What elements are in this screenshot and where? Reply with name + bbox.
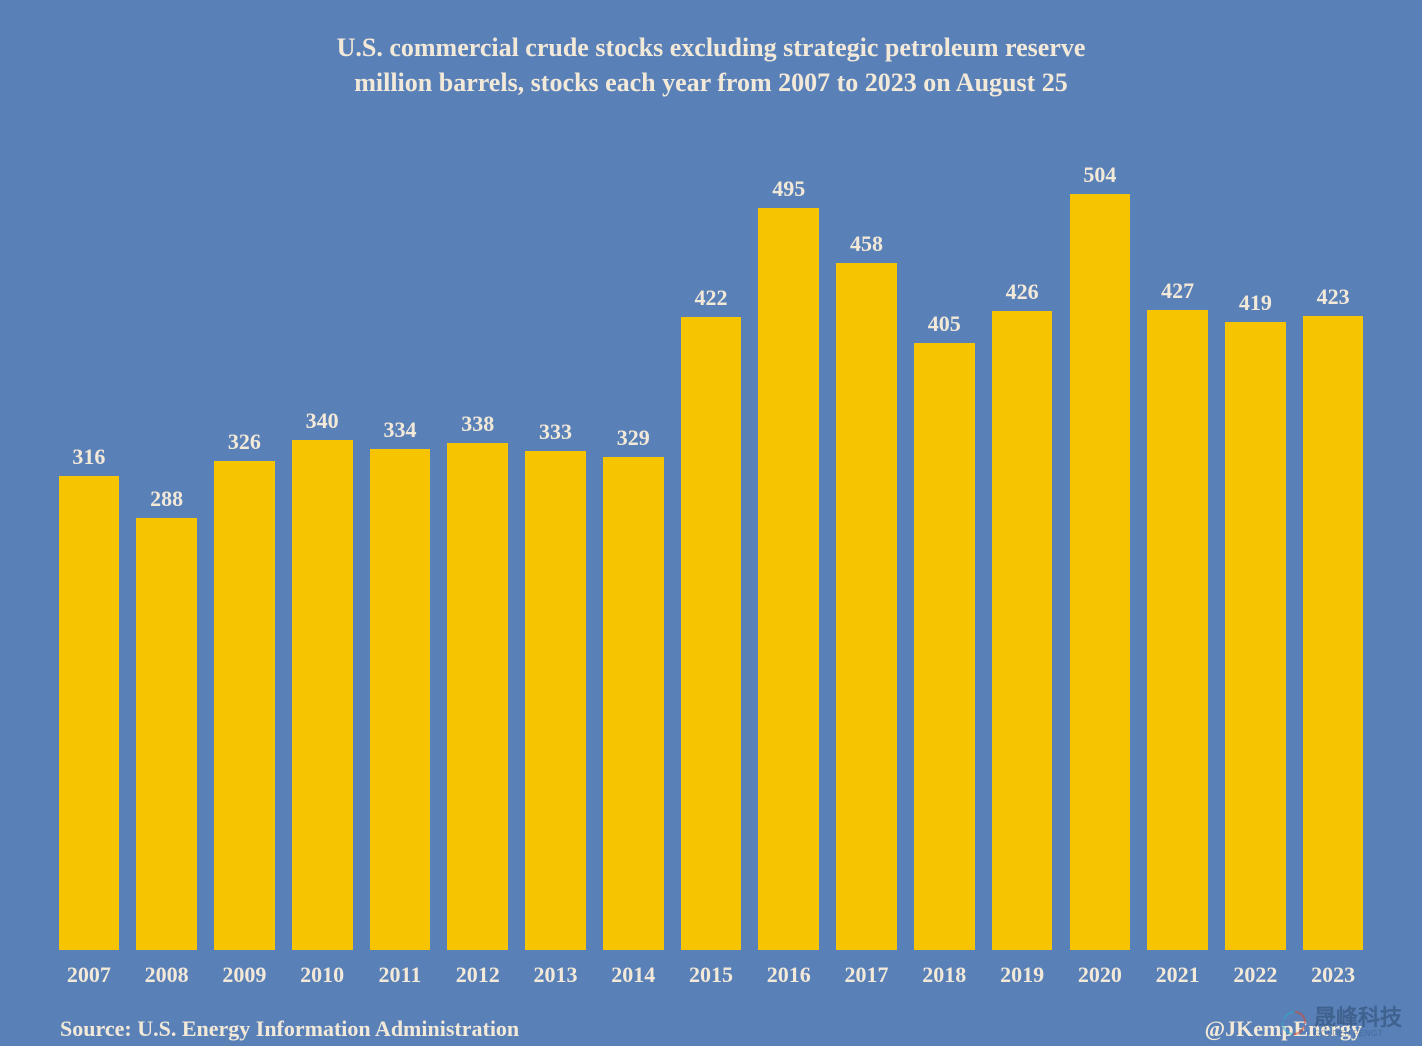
bar [914, 343, 975, 951]
x-axis-label: 2013 [517, 962, 595, 988]
bar [758, 208, 819, 951]
x-axis-label: 2016 [750, 962, 828, 988]
x-axis-label: 2008 [128, 962, 206, 988]
bar-value-label: 329 [617, 425, 650, 451]
bar [1147, 310, 1208, 951]
x-axis-label: 2010 [283, 962, 361, 988]
bar-slot: 316 [50, 140, 128, 950]
source-text: Source: U.S. Energy Information Administ… [60, 1016, 519, 1042]
chart-footer: Source: U.S. Energy Information Administ… [50, 1016, 1372, 1042]
bar-value-label: 405 [928, 311, 961, 337]
x-axis-label: 2018 [905, 962, 983, 988]
bar-slot: 333 [517, 140, 595, 950]
bar-value-label: 423 [1317, 284, 1350, 310]
bar [447, 443, 508, 950]
x-axis-label: 2011 [361, 962, 439, 988]
x-axis-labels: 2007200820092010201120122013201420152016… [50, 962, 1372, 988]
x-axis-label: 2012 [439, 962, 517, 988]
title-line-2: million barrels, stocks each year from 2… [50, 65, 1372, 100]
bar-slot: 426 [983, 140, 1061, 950]
bar-slot: 419 [1216, 140, 1294, 950]
bar [992, 311, 1053, 950]
bar-value-label: 316 [72, 444, 105, 470]
bar [836, 263, 897, 950]
bar-slot: 340 [283, 140, 361, 950]
bar-slot: 338 [439, 140, 517, 950]
bar-slot: 329 [594, 140, 672, 950]
bar-slot: 326 [206, 140, 284, 950]
bar-value-label: 427 [1161, 278, 1194, 304]
bar [1303, 316, 1364, 951]
bar-value-label: 334 [383, 417, 416, 443]
bar-slot: 427 [1139, 140, 1217, 950]
bar-value-label: 426 [1006, 279, 1039, 305]
chart-title: U.S. commercial crude stocks excluding s… [50, 30, 1372, 100]
watermark-subtext: GOLDEN FENGT [1314, 1029, 1402, 1038]
x-axis-label: 2014 [594, 962, 672, 988]
bar-value-label: 422 [695, 285, 728, 311]
chart-container: U.S. commercial crude stocks excluding s… [0, 0, 1422, 1046]
bar-slot: 495 [750, 140, 828, 950]
x-axis-label: 2021 [1139, 962, 1217, 988]
bar-slot: 423 [1294, 140, 1372, 950]
x-axis-label: 2019 [983, 962, 1061, 988]
bars-row: 316 288 326 340 334 338 333 329 422 495 458 405 426 5… [50, 140, 1372, 950]
x-axis-label: 2015 [672, 962, 750, 988]
bar-slot: 405 [905, 140, 983, 950]
bar [1070, 194, 1131, 950]
bar-slot: 422 [672, 140, 750, 950]
watermark: 晟峰科技 GOLDEN FENGT [1280, 1007, 1402, 1038]
title-line-1: U.S. commercial crude stocks excluding s… [50, 30, 1372, 65]
plot-area: 316 288 326 340 334 338 333 329 422 495 458 405 426 5… [50, 140, 1372, 950]
bar [214, 461, 275, 950]
bar [525, 451, 586, 951]
bar [1225, 322, 1286, 951]
bar-slot: 334 [361, 140, 439, 950]
bar-value-label: 338 [461, 411, 494, 437]
bar [603, 457, 664, 951]
bar [370, 449, 431, 950]
x-axis-label: 2020 [1061, 962, 1139, 988]
bar-value-label: 340 [306, 408, 339, 434]
bar-slot: 504 [1061, 140, 1139, 950]
x-axis-label: 2023 [1294, 962, 1372, 988]
watermark-icon [1280, 1009, 1308, 1037]
x-axis-label: 2007 [50, 962, 128, 988]
bar-value-label: 495 [772, 176, 805, 202]
bar-value-label: 504 [1083, 162, 1116, 188]
bar-value-label: 333 [539, 419, 572, 445]
bar-value-label: 326 [228, 429, 261, 455]
bar [136, 518, 197, 950]
bar [59, 476, 120, 950]
bar [292, 440, 353, 950]
bar-slot: 288 [128, 140, 206, 950]
bar-value-label: 458 [850, 231, 883, 257]
bar [681, 317, 742, 950]
x-axis-label: 2022 [1216, 962, 1294, 988]
bar-slot: 458 [828, 140, 906, 950]
x-axis-label: 2017 [828, 962, 906, 988]
x-axis-label: 2009 [206, 962, 284, 988]
watermark-text: 晟峰科技 [1314, 1007, 1402, 1029]
bar-value-label: 288 [150, 486, 183, 512]
bar-value-label: 419 [1239, 290, 1272, 316]
